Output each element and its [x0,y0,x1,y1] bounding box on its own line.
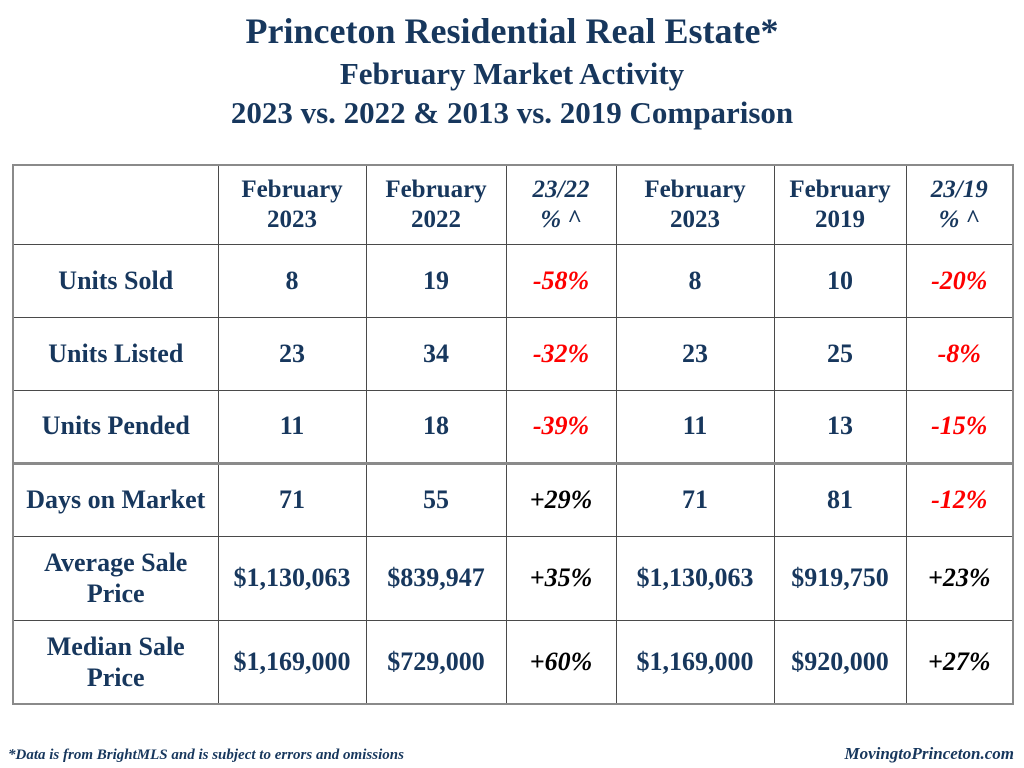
table-cell: 18 [365,389,507,464]
row-label: Days on Market [12,461,219,537]
table-cell: 55 [365,461,507,537]
table-row-units-pended: Units Pended 11 18 -39% 11 13 -15% [12,389,1014,464]
table-cell: -8% [905,316,1014,391]
table-cell: $920,000 [773,619,907,705]
row-label: Units Pended [12,389,219,464]
table-cell: 25 [773,316,907,391]
table-cell: -15% [905,389,1014,464]
table-cell: 71 [217,461,367,537]
header-text: 2022 [411,205,461,233]
table-cell: $1,130,063 [217,535,367,621]
table-header: February 2023 February 2022 23/22 % ^ Fe… [12,164,1014,245]
header-text: % ^ [938,205,980,233]
col-header-23-19-pct-change: 23/19 % ^ [905,164,1014,245]
table-cell: $1,169,000 [615,619,775,705]
table-cell: 19 [365,243,507,318]
slide-footer: *Data is from BrightMLS and is subject t… [8,744,1014,764]
table-cell: 10 [773,243,907,318]
table-cell: 71 [615,461,775,537]
table-cell: 23 [217,316,367,391]
col-header-feb-2023-left: February 2023 [217,164,367,245]
col-header-feb-2023-right: February 2023 [615,164,775,245]
col-header-feb-2019: February 2019 [773,164,907,245]
table-cell: +23% [905,535,1014,621]
table-cell: $919,750 [773,535,907,621]
table-body: Units Sold 8 19 -58% 8 10 -20% Units Lis… [12,243,1014,705]
header-text: 2023 [670,205,720,233]
row-label: Units Listed [12,316,219,391]
website-text: MovingtoPrinceton.com [844,744,1014,763]
slide-subtitle-2: 2023 vs. 2022 & 2013 vs. 2019 Comparison [230,95,794,131]
header-text: 23/22 [532,175,590,203]
header-text: 23/19 [930,175,988,203]
data-source-footnote: *Data is from BrightMLS and is subject t… [8,747,404,763]
table-cell: +60% [505,619,617,705]
row-label: Average Sale Price [12,535,219,621]
header-text: February [241,175,343,203]
table-cell: 34 [365,316,507,391]
table-row-units-sold: Units Sold 8 19 -58% 8 10 -20% [12,243,1014,318]
header-text: 2019 [815,205,865,233]
table-cell: +35% [505,535,617,621]
table-row-median-sale-price: Median Sale Price $1,169,000 $729,000 +6… [12,619,1014,705]
table-cell: 8 [217,243,367,318]
header-text: % ^ [540,205,582,233]
table-cell: 23 [615,316,775,391]
col-header-feb-2022: February 2022 [365,164,507,245]
table-cell: -32% [505,316,617,391]
table-cell: 11 [217,389,367,464]
table-cell: -58% [505,243,617,318]
table-row-days-on-market: Days on Market 71 55 +29% 71 81 -12% [12,461,1014,537]
table-cell: 81 [773,461,907,537]
table-cell: -39% [505,389,617,464]
row-label: Units Sold [12,243,219,318]
table-cell: $1,169,000 [217,619,367,705]
header-row: February 2023 February 2022 23/22 % ^ Fe… [12,164,1014,245]
table-cell: $1,130,063 [615,535,775,621]
market-activity-table: February 2023 February 2022 23/22 % ^ Fe… [12,164,1014,705]
header-text: February [644,175,746,203]
table-cell: 13 [773,389,907,464]
slide-title: Princeton Residential Real Estate* [245,11,779,51]
table-cell: +29% [505,461,617,537]
col-header-23-22-pct-change: 23/22 % ^ [505,164,617,245]
table-cell: $839,947 [365,535,507,621]
title-block: Princeton Residential Real Estate* Febru… [0,6,1024,131]
table-cell: -20% [905,243,1014,318]
header-text: 2023 [267,205,317,233]
table-cell: $729,000 [365,619,507,705]
table-cell: -12% [905,461,1014,537]
table-cell: +27% [905,619,1014,705]
row-label: Median Sale Price [12,619,219,705]
corner-cell [12,164,219,245]
table-cell: 11 [615,389,775,464]
table-row-average-sale-price: Average Sale Price $1,130,063 $839,947 +… [12,535,1014,621]
header-text: February [385,175,487,203]
slide-subtitle-1: February Market Activity [339,55,685,91]
header-text: February [789,175,891,203]
table-cell: 8 [615,243,775,318]
table-row-units-listed: Units Listed 23 34 -32% 23 25 -8% [12,316,1014,391]
